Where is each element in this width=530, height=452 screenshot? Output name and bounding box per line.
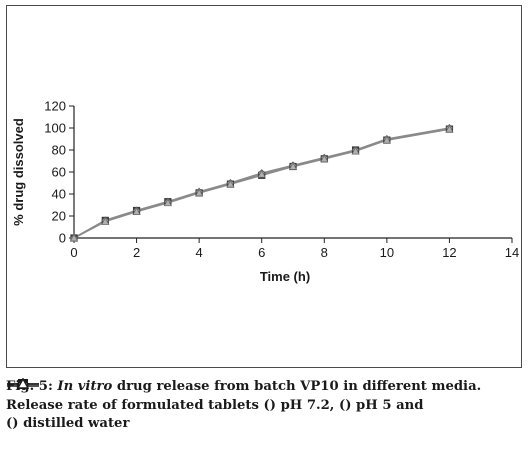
caption-line-2: Release rate of formulated tablets () pH… xyxy=(6,378,526,416)
caption-text: ) pH 5 and xyxy=(345,397,424,413)
drug-release-chart: 0 20 40 60 80 100 120 0 2 4 6 8 10 12 14 Time (h) % drug… xyxy=(11,99,519,285)
caption-text: Release rate of formulated tablets ( xyxy=(6,397,270,413)
caption-text: ) pH 7.2, ( xyxy=(269,397,346,413)
figure-caption: Fig. 5: In vitro drug release from batch… xyxy=(6,378,526,434)
x-tick-label: 0 xyxy=(70,245,77,260)
data-point-triangle xyxy=(288,162,298,170)
series-line-ph-7-2 xyxy=(73,128,450,239)
y-axis-label: % drug dissolved xyxy=(11,118,26,226)
x-tick-label: 14 xyxy=(505,245,519,260)
y-tick-label: 20 xyxy=(52,209,66,224)
data-point-triangle xyxy=(320,154,329,163)
data-point-triangle xyxy=(163,198,172,207)
data-point-triangle xyxy=(257,169,266,178)
caption-text: ( xyxy=(6,416,13,431)
data-point-triangle xyxy=(195,188,204,197)
y-tick-label: 60 xyxy=(52,165,66,180)
caption-line-1: Fig. 5: In vitro drug release from batch… xyxy=(6,378,526,397)
x-tick-label: 8 xyxy=(321,245,328,260)
y-tick-label: 120 xyxy=(44,99,66,114)
data-point-triangle xyxy=(101,217,110,225)
x-tick-label: 4 xyxy=(196,245,203,260)
x-tick-label: 12 xyxy=(442,245,456,260)
data-point-triangle xyxy=(382,135,391,144)
y-tick-label: 40 xyxy=(52,187,66,202)
series-line-distilled-water xyxy=(73,128,450,239)
x-tick-label: 10 xyxy=(380,245,394,260)
data-point-triangle xyxy=(351,146,360,155)
in-vitro-text: In vitro xyxy=(57,379,113,394)
caption-line-3: () distilled water xyxy=(6,378,526,434)
y-tick-label: 0 xyxy=(59,231,66,246)
data-point-triangle xyxy=(132,207,141,215)
chart-frame xyxy=(6,5,522,368)
x-tick-label: 2 xyxy=(133,245,140,260)
caption-line-1-rest: drug release from batch VP10 in differen… xyxy=(112,379,482,394)
data-point-triangle xyxy=(69,233,79,242)
y-tick-label: 80 xyxy=(52,143,66,158)
legend-triangle-marker-icon xyxy=(7,378,39,389)
data-point-triangle xyxy=(226,179,235,188)
data-point-triangle xyxy=(445,124,454,133)
caption-text: ) distilled water xyxy=(12,416,130,431)
y-tick-label: 100 xyxy=(44,121,66,136)
x-tick-label: 6 xyxy=(258,245,265,260)
x-axis-label: Time (h) xyxy=(260,269,310,284)
series-line-ph-5 xyxy=(73,127,450,239)
